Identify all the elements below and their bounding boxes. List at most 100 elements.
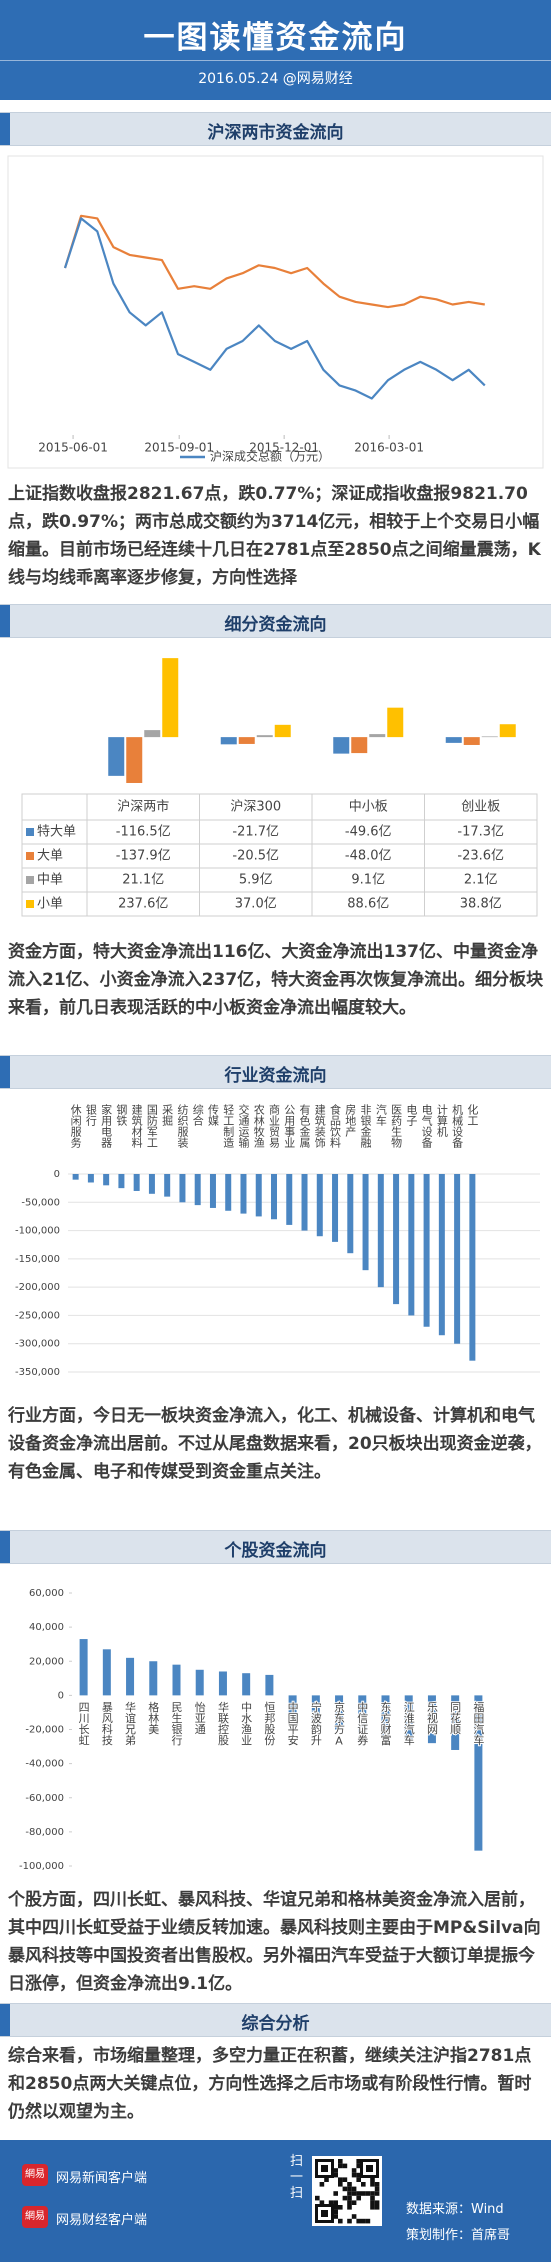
section-title: 行业资金流向 [224,1066,327,1086]
category-label: 江淮汽车 [402,1701,415,1746]
paragraph: 综合来看，市场缩量整理，多空力量正在积蓄，继续关注沪指2781点和2850点两大… [8,2046,532,2122]
qr-module [356,2177,361,2182]
qr-module [374,2186,380,2192]
y-tick-label: 40,000 [29,1622,64,1633]
category-label: 华联控股 [216,1700,229,1746]
app-icon: 網易 [22,2164,48,2186]
data-label: 9.1亿 [351,873,385,888]
paragraph: 资金方面，特大资金净流出116亿、大资金净流出137亿、中量资金净流入21亿、小… [8,942,544,1018]
qr-module [374,2182,380,2187]
qr-module [333,2172,338,2178]
section-header: 细分资金流向 [0,604,551,638]
category-label: 暴风科技 [100,1701,113,1746]
bar [195,1669,204,1696]
qr-module [351,2214,357,2219]
bar [404,1695,413,1740]
bar [87,1174,94,1183]
category-label: 四川长虹 [77,1701,90,1745]
y-tick-label: -300,000 [15,1339,60,1350]
bar [126,737,143,783]
section-tab [0,1056,10,1088]
y-tick-label: -200,000 [15,1282,60,1293]
data-label: -17.3亿 [457,825,504,840]
category-label: 计算机 [435,1104,448,1137]
y-tick-label: 20,000 [29,1656,64,1667]
industry-bar-chart: 0 -50,000 -100,000 -150,000 -200,000 -250,000… [15,1103,540,1378]
category-label: 乐视网 [425,1701,438,1735]
category-label: 有色金属 [298,1103,311,1149]
bar [238,737,255,744]
qr-module [338,2163,343,2169]
qr-module [347,2186,352,2192]
section-title: 综合分析 [241,2014,310,2034]
y-tick-label: -40,000 [25,1759,64,1770]
y-tick-label: -50,000 [21,1197,60,1208]
qr-module [342,2177,348,2182]
category-label: 休闲服务 [69,1104,82,1148]
category-label: 银行 [84,1103,97,1127]
qr-module [342,2195,348,2201]
qr-code [312,2156,382,2226]
bar [102,1649,111,1696]
category-label: 公用事业 [283,1104,296,1148]
bar [79,1639,88,1696]
data-label: -20.5亿 [232,849,279,864]
paragraph: 行业方面，今日无一板块资金净流入，化工、机械设备、计算机和电气设备资金净流出居前… [8,1406,542,1482]
category-label: 宁波韵升 [309,1700,322,1746]
bar [369,734,386,738]
qr-module [333,2205,338,2210]
category-label: 家用电器 [100,1103,113,1149]
qr-module [347,2218,352,2224]
category-label: 福田汽车 [472,1700,485,1746]
bar [387,707,404,738]
column-header: 沪深300 [230,799,281,815]
qr-module [374,2191,380,2196]
qr-module [333,2168,338,2173]
qr-module [347,2182,352,2187]
bar [393,1174,400,1305]
header: 一图读懂资金流向 2016.05.24 @网易财经 [0,0,551,100]
bar [164,1174,171,1197]
data-label: 21.1亿 [122,873,164,888]
data-label: -21.7亿 [232,825,279,840]
series-line [63,214,485,309]
bar [474,1695,483,1851]
data-label: 237.6亿 [118,897,168,912]
legend-swatch [26,876,34,884]
bar [301,1174,308,1231]
data-label: -23.6亿 [457,849,504,864]
qr-module [338,2218,343,2224]
qr-module [333,2214,338,2219]
bar [481,736,498,738]
column-header: 创业板 [461,800,500,815]
qr-module [347,2191,352,2196]
qr-module [370,2177,375,2182]
bar [172,1664,181,1696]
qr-module [338,2182,343,2187]
x-tick-label: 2016-03-01 [354,441,424,455]
category-label: 化工 [466,1103,479,1126]
qr-finder [366,2165,373,2172]
qr-module [347,2195,352,2201]
legend-swatch [26,900,34,908]
y-tick-label: 0 [54,1169,60,1180]
section-tab [0,605,10,637]
bar [332,1174,339,1242]
y-tick-label: -60,000 [25,1793,64,1804]
x-tick-label: 2015-09-01 [144,441,214,455]
section-tab [0,113,10,145]
category-label: 中信证券 [356,1701,369,1745]
bar [144,730,161,738]
qr-module [370,2195,375,2201]
category-label: 电子 [405,1104,418,1126]
bar [469,1174,476,1361]
section-title: 沪深两市资金流向 [207,123,344,143]
qr-module [356,2163,361,2169]
row-header: 小单 [37,897,63,912]
bar [118,1174,125,1189]
bar [256,735,273,738]
qr-module [370,2182,375,2187]
data-label: 2.1亿 [464,873,498,888]
